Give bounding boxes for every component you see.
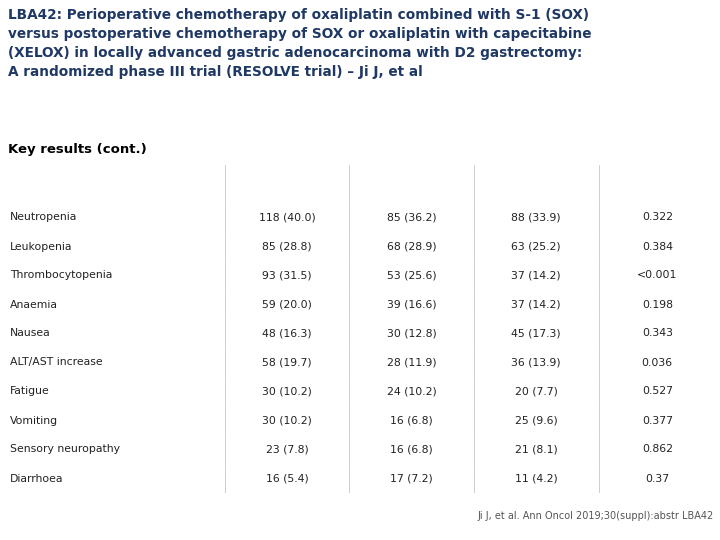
Text: Vomiting: Vomiting	[10, 415, 58, 426]
Text: 30 (12.8): 30 (12.8)	[387, 328, 436, 339]
Text: 118 (40.0): 118 (40.0)	[258, 213, 315, 222]
Text: Thrombocytopenia: Thrombocytopenia	[10, 271, 112, 280]
Text: 21 (8.1): 21 (8.1)	[515, 444, 557, 455]
Text: 53 (25.6): 53 (25.6)	[387, 271, 436, 280]
Text: Sensory neuropathy: Sensory neuropathy	[10, 444, 120, 455]
Text: 24 (10.2): 24 (10.2)	[387, 387, 436, 396]
Text: 0.322: 0.322	[642, 213, 672, 222]
Text: ALT/AST increase: ALT/AST increase	[10, 357, 103, 368]
Text: 11 (4.2): 11 (4.2)	[515, 474, 557, 483]
Text: 93 (31.5): 93 (31.5)	[262, 271, 312, 280]
Text: Neutropenia: Neutropenia	[10, 213, 77, 222]
Text: 37 (14.2): 37 (14.2)	[511, 271, 561, 280]
Text: Arm C
(n=345): Arm C (n=345)	[513, 173, 560, 195]
Text: 16 (6.8): 16 (6.8)	[390, 415, 433, 426]
Text: 48 (16.3): 48 (16.3)	[262, 328, 312, 339]
Text: 30 (10.2): 30 (10.2)	[262, 387, 312, 396]
Text: LBA42: Perioperative chemotherapy of oxaliplatin combined with S-1 (SOX)
versus : LBA42: Perioperative chemotherapy of oxa…	[8, 8, 592, 79]
Text: 68 (28.9): 68 (28.9)	[387, 241, 436, 252]
Text: Fatigue: Fatigue	[10, 387, 50, 396]
Text: 16 (6.8): 16 (6.8)	[390, 444, 433, 455]
Text: 17 (7.2): 17 (7.2)	[390, 474, 433, 483]
Text: 0.198: 0.198	[642, 300, 672, 309]
Text: Nausea: Nausea	[10, 328, 50, 339]
Text: 0.37: 0.37	[645, 474, 670, 483]
Text: 45 (17.3): 45 (17.3)	[511, 328, 561, 339]
Text: 37 (14.2): 37 (14.2)	[511, 300, 561, 309]
Text: 58 (19.7): 58 (19.7)	[262, 357, 312, 368]
Text: Arm A
(n=337): Arm A (n=337)	[264, 173, 311, 195]
Text: Anaemia: Anaemia	[10, 300, 58, 309]
Text: 85 (28.8): 85 (28.8)	[262, 241, 312, 252]
Text: 25 (9.6): 25 (9.6)	[515, 415, 557, 426]
Text: Arm B
(n=340): Arm B (n=340)	[388, 173, 436, 195]
Text: 30 (10.2): 30 (10.2)	[262, 415, 312, 426]
Text: 0.343: 0.343	[642, 328, 672, 339]
Text: 0.862: 0.862	[642, 444, 672, 455]
Text: 0.377: 0.377	[642, 415, 672, 426]
Text: Diarrhoea: Diarrhoea	[10, 474, 63, 483]
Text: 23 (7.8): 23 (7.8)	[266, 444, 308, 455]
Text: 20 (7.7): 20 (7.7)	[515, 387, 558, 396]
Text: 16 (5.4): 16 (5.4)	[266, 474, 308, 483]
Text: 88 (33.9): 88 (33.9)	[511, 213, 561, 222]
Text: <0.001: <0.001	[637, 271, 678, 280]
Text: 39 (16.6): 39 (16.6)	[387, 300, 436, 309]
Text: 0.384: 0.384	[642, 241, 672, 252]
Text: 63 (25.2): 63 (25.2)	[511, 241, 561, 252]
Text: Key results (cont.): Key results (cont.)	[8, 144, 147, 157]
Text: Chemotherapy-related AEs,
n (% ): Chemotherapy-related AEs, n (% )	[10, 173, 172, 195]
Text: 0.527: 0.527	[642, 387, 672, 396]
Text: Leukopenia: Leukopenia	[10, 241, 73, 252]
Text: 59 (20.0): 59 (20.0)	[262, 300, 312, 309]
Text: Ji J, et al. Ann Oncol 2019;30(suppl):abstr LBA42: Ji J, et al. Ann Oncol 2019;30(suppl):ab…	[478, 511, 714, 521]
Text: 28 (11.9): 28 (11.9)	[387, 357, 436, 368]
Text: p-value: p-value	[635, 179, 679, 189]
Text: 85 (36.2): 85 (36.2)	[387, 213, 436, 222]
Text: 36 (13.9): 36 (13.9)	[511, 357, 561, 368]
Text: 0.036: 0.036	[642, 357, 672, 368]
